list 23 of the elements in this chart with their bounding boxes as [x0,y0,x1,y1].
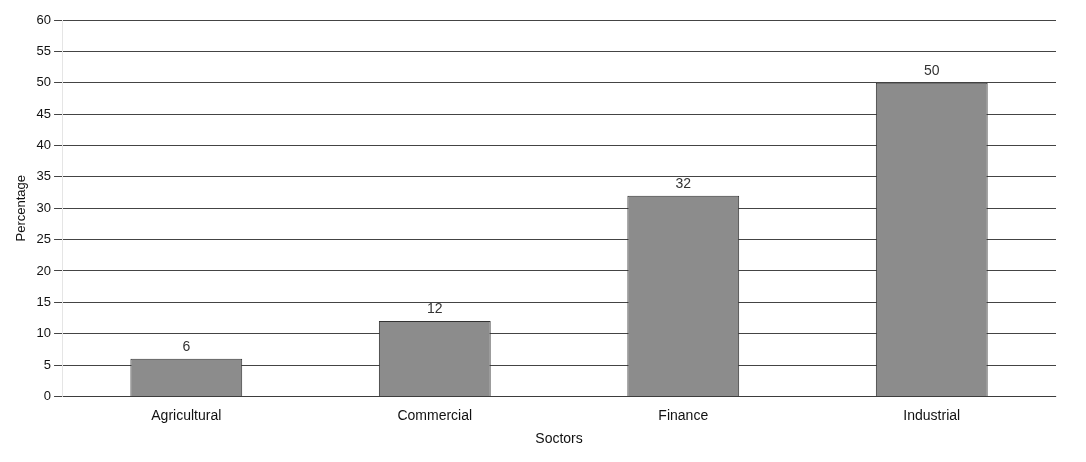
data-label: 6 [182,337,191,354]
y-tick-label: 0 [43,387,52,403]
y-tick-label: 15 [36,293,52,309]
y-tick-label: 55 [36,42,52,58]
y-tick-label: 60 [36,11,52,27]
y-tick-label: 45 [36,105,52,121]
y-tick-label: 35 [36,168,52,184]
x-axis-title: Soctors [535,430,583,447]
y-tick-label: 30 [36,199,52,215]
y-tick-label: 5 [43,356,52,372]
x-tick-label: Commercial [397,406,473,423]
x-tick-label: Finance [658,406,709,423]
data-label: 32 [675,174,692,191]
data-label: 50 [923,61,940,78]
y-tick-label: 10 [36,325,52,341]
y-axis-title: Percentage [13,174,29,242]
x-tick-label: Agricultural [151,406,222,423]
x-tick-label: Industrial [903,406,961,423]
y-tick-label: 20 [36,262,52,278]
y-tick-label: 25 [36,231,52,247]
data-label: 12 [427,299,443,316]
y-tick-label: 40 [36,137,52,153]
y-tick-label: 50 [36,74,52,90]
